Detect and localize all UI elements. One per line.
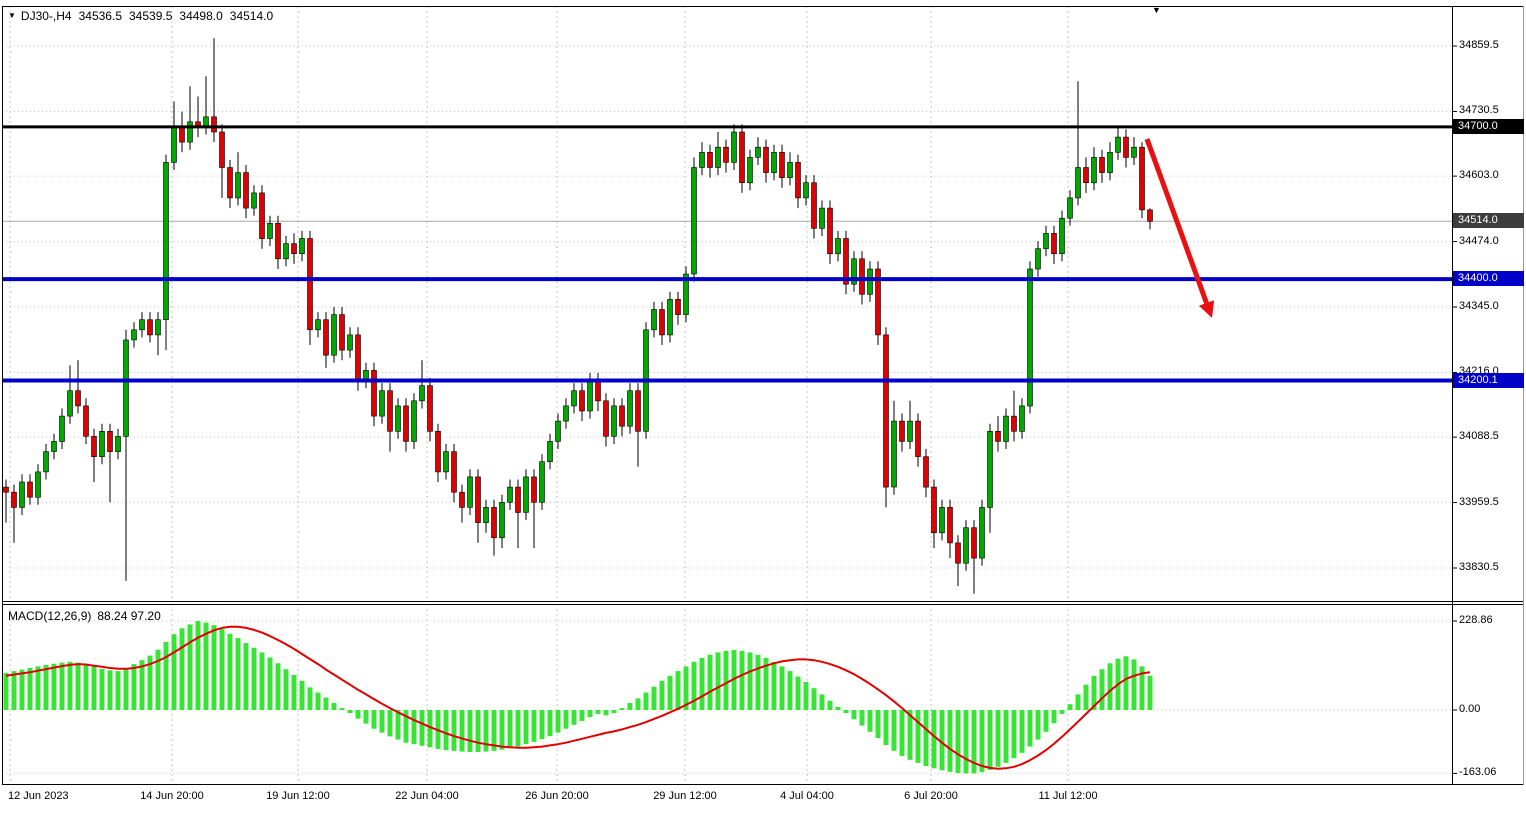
bid-price-label: 34514.0 (1453, 213, 1524, 229)
price-tick-label: 34088.5 (1459, 430, 1499, 443)
macd-indicator-label: MACD(12,26,9) 88.24 97.20 (8, 609, 161, 623)
ohlc-high: 34539.5 (129, 9, 173, 23)
macd-axis[interactable]: 228.86 0.00 -163.06 (1452, 604, 1526, 785)
price-tick-label: 34474.0 (1459, 234, 1499, 247)
time-axis-label: 22 Jun 04:00 (395, 790, 459, 802)
grid-lines (2, 6, 1452, 784)
macd-name: MACD(12,26,9) (8, 609, 92, 623)
down-triangle-icon: ▼ (8, 11, 16, 20)
symbol-name: DJ30-,H4 (20, 9, 72, 23)
time-axis-label: 29 Jun 12:00 (653, 790, 717, 802)
time-axis-label: 4 Jul 04:00 (780, 790, 834, 802)
macd-tick-label: 228.86 (1459, 614, 1493, 626)
price-tick-label: 33959.5 (1459, 495, 1499, 508)
macd-tick-label: 0.00 (1459, 703, 1481, 715)
price-level-label: 34200.1 (1453, 372, 1524, 388)
pane-separator[interactable] (0, 601, 1452, 605)
time-axis-label: 19 Jun 12:00 (266, 790, 330, 802)
ohlc-low: 34498.0 (179, 9, 223, 23)
time-axis-label: 11 Jul 12:00 (1038, 790, 1098, 802)
price-axis[interactable]: 34859.5 34730.5 34603.0 34474.0 34345.0 34216… (1452, 6, 1526, 602)
chart-shift-icon[interactable]: ▼ (1152, 5, 1161, 15)
trend-arrow-object[interactable] (1144, 138, 1215, 318)
price-tick-label: 34345.0 (1459, 300, 1499, 312)
macd-values: 88.24 97.20 (97, 609, 161, 623)
price-tick-label: 34603.0 (1459, 169, 1499, 182)
price-tick-label: 33830.5 (1459, 561, 1499, 573)
ohlc-close: 34514.0 (229, 9, 274, 23)
time-axis[interactable]: 12 Jun 2023 14 Jun 20:00 19 Jun 12:00 22 Ju… (0, 786, 1526, 813)
macd-series (3, 621, 1153, 774)
pane-borders (2, 6, 1524, 785)
time-axis-label: 14 Jun 20:00 (140, 790, 204, 802)
price-tick-label: 34859.5 (1459, 39, 1499, 51)
time-axis-label: 26 Jun 20:00 (525, 790, 589, 802)
horizontal-level-lines[interactable] (2, 125, 1452, 383)
price-tick-label: 34730.5 (1459, 104, 1499, 117)
ohlc-open: 34536.5 (78, 9, 122, 23)
time-axis-label: 12 Jun 2023 (8, 790, 69, 802)
price-level-label: 34400.0 (1453, 271, 1524, 287)
macd-tick-label: -163.06 (1459, 766, 1497, 779)
time-axis-label: 6 Jul 20:00 (904, 790, 958, 802)
candlestick-series (3, 38, 1153, 594)
price-level-label: 34700.0 (1453, 118, 1524, 134)
symbol-ohlc-overlay: ▼ DJ30-,H4 34536.5 34539.5 34498.0 34514.0 (8, 9, 273, 23)
